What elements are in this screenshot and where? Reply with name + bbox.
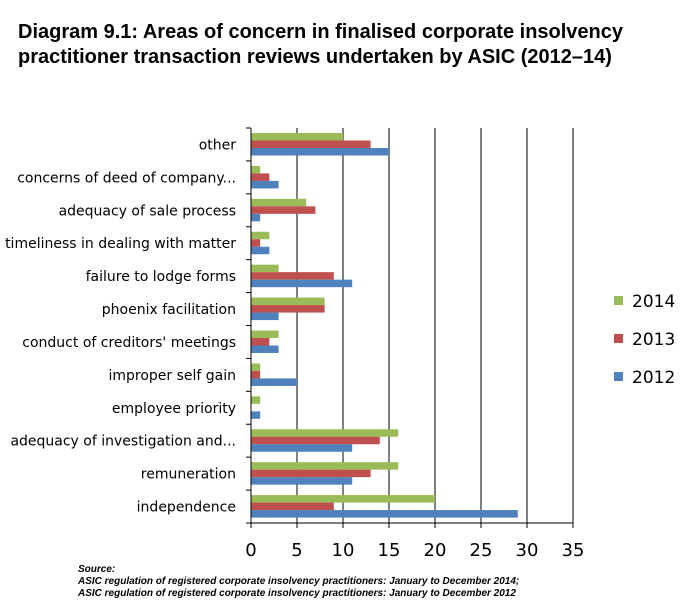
bar-2012 [251,180,279,189]
bar-2014 [251,133,343,141]
bar-2014 [251,363,261,371]
category-labels: other concerns of deed of company... adequ… [5,137,236,515]
bar-2014 [251,198,307,207]
x-tick-label: 5 [291,540,302,560]
x-tick-label: 35 [562,540,585,560]
bar-2014 [251,429,399,437]
legend-label: 2013 [632,330,675,350]
category-label: adequacy of investigation and... [10,434,236,450]
legend-label: 2014 [632,292,675,312]
bar-2013 [251,272,334,280]
bar-2014 [251,264,279,273]
legend-swatch-2013 [614,334,623,343]
bar-2013 [251,206,316,214]
bar-2014 [251,231,270,240]
bar-2012 [251,444,353,452]
bar-2013 [251,140,371,148]
x-tick-label: 15 [378,540,401,560]
bar-2013 [251,469,371,478]
x-tick-label: 10 [332,540,355,560]
category-label: independence [137,500,236,516]
source-line: ASIC regulation of registered corporate … [78,576,520,587]
category-label: timeliness in dealing with matter [5,236,236,252]
category-label: concerns of deed of company... [17,170,236,186]
bar-2014 [251,165,261,174]
gridlines [296,128,574,523]
bar-2013 [251,436,380,445]
bar-2013 [251,370,261,379]
legend-swatch-2014 [614,296,623,305]
bars [251,133,518,518]
x-tick-label: 25 [470,540,493,560]
bar-2014 [251,462,399,470]
bar-2012 [251,213,261,222]
bar-2013 [251,502,334,511]
x-tick-label: 0 [245,540,256,560]
legend-swatch-2012 [614,372,623,381]
x-tick-labels: 0 5 10 15 20 25 30 35 [245,540,584,560]
bar-2013 [251,239,261,247]
x-tick-label: 30 [516,540,539,560]
bar-2013 [251,338,270,346]
category-label: improper self gain [108,368,236,384]
bar-2012 [251,148,389,156]
source-note: Source: ASIC regulation of registered co… [78,564,519,600]
bar-2013 [251,173,270,181]
bar-2012 [251,411,261,419]
x-tick-label: 20 [424,540,447,560]
axes [246,127,574,528]
bar-2014 [251,330,279,338]
bar-2012 [251,477,353,485]
legend: 2014 2013 2012 [614,292,675,388]
bar-2012 [251,312,279,321]
category-label: conduct of creditors' meetings [22,335,236,351]
source-label: Source: [78,564,116,575]
bar-2012 [251,378,297,386]
bar-2013 [251,305,325,313]
category-label: employee priority [112,401,236,417]
category-label: failure to lodge forms [86,269,236,285]
bar-2012 [251,279,353,288]
bar-2014 [251,495,435,503]
bar-2014 [251,297,325,306]
bar-2012 [251,246,270,255]
bar-chart: 0 5 10 15 20 25 30 35 other concerns of deed of … [5,127,675,560]
category-label: remuneration [141,467,236,483]
bar-2012 [251,345,279,353]
category-label: phoenix facilitation [102,302,236,318]
legend-label: 2012 [632,368,675,388]
source-line: ASIC regulation of registered corporate … [78,588,516,599]
bar-2014 [251,396,261,404]
chart-title: Diagram 9.1: Areas of concern in finalis… [18,21,624,68]
category-label: adequacy of sale process [59,203,236,219]
category-label: other [199,137,237,153]
bar-2012 [251,510,518,518]
